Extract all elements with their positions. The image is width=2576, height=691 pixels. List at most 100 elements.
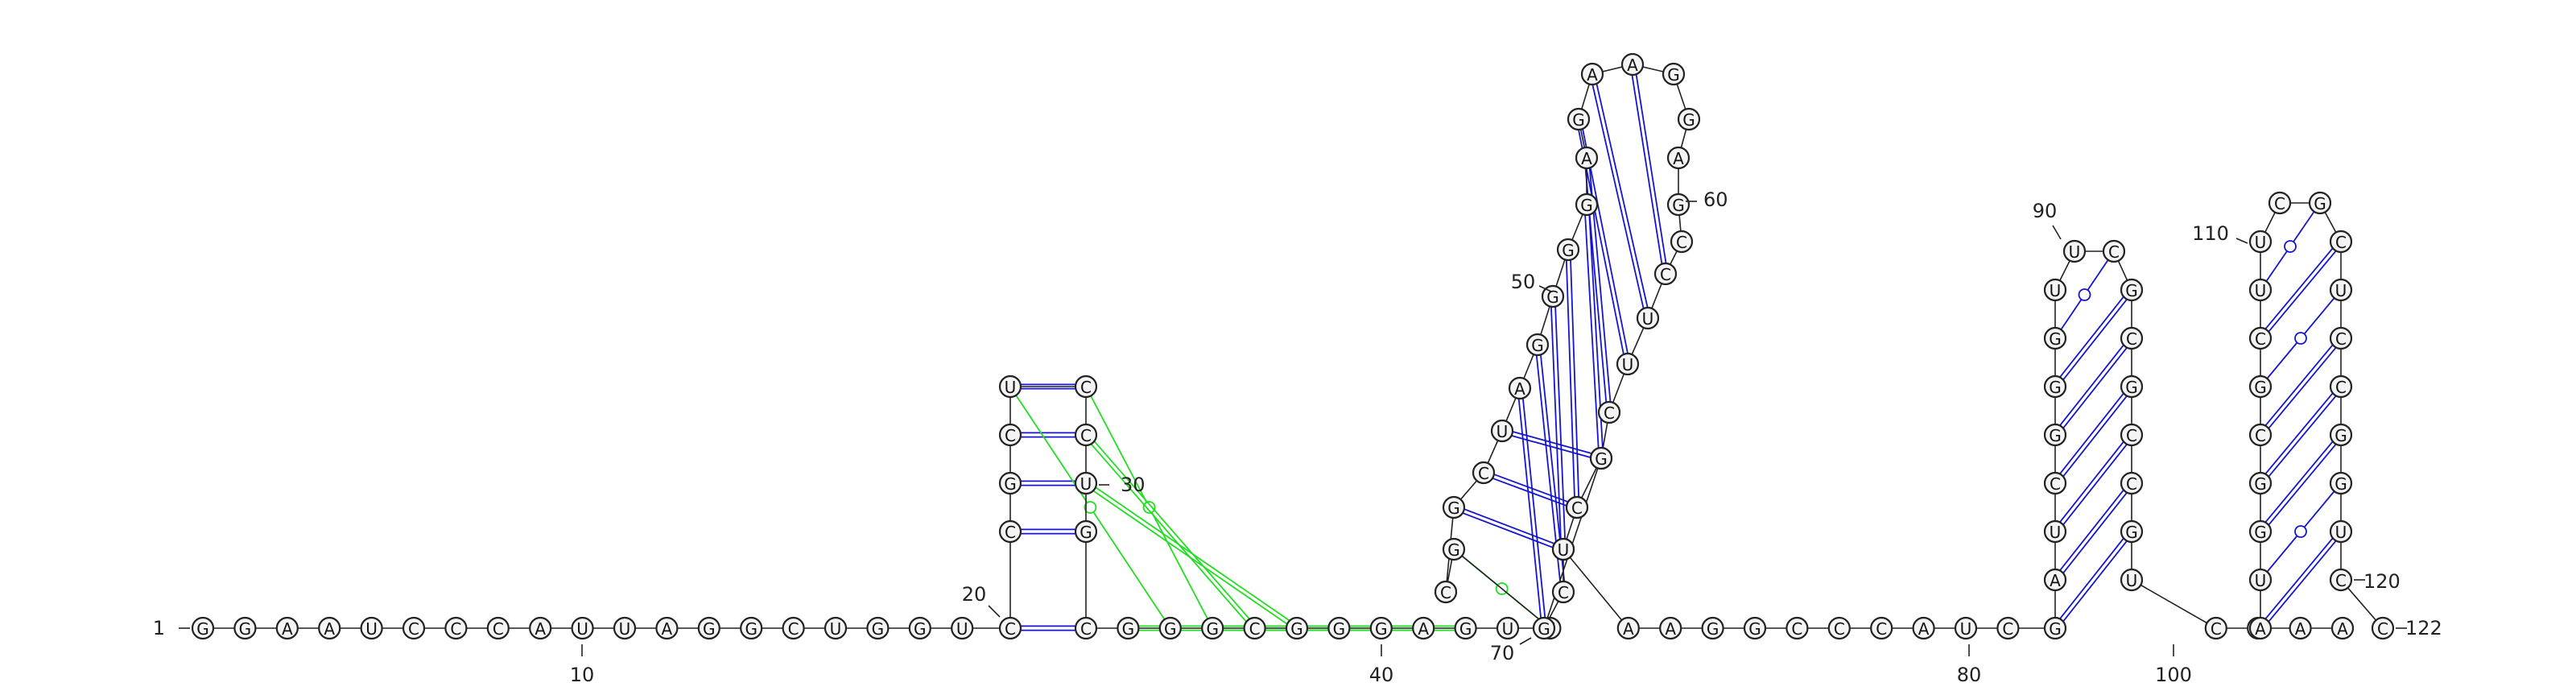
nucleotide: G — [1743, 616, 1767, 640]
nucleotide-circle — [2043, 423, 2067, 447]
nucleotide-letter: G — [1333, 619, 1346, 639]
wobble-pair-marker — [2078, 288, 2091, 301]
nucleotide: U — [2062, 239, 2087, 263]
nucleotide-letter: G — [2254, 474, 2267, 494]
nucleotide: C — [2329, 568, 2353, 592]
nucleotide-letter: C — [1249, 619, 1261, 639]
position-tick — [2235, 238, 2248, 244]
nucleotide-circle — [998, 519, 1022, 544]
nucleotide-circle — [275, 616, 299, 640]
base-pair-line — [1517, 399, 1542, 619]
position-label: 40 — [1369, 664, 1394, 686]
nucleotide-letter: G — [1004, 474, 1017, 494]
nucleotide-letter: A — [2295, 619, 2306, 639]
nucleotide-circle — [1616, 352, 1640, 376]
nucleotide-circle — [1670, 230, 1694, 254]
nucleotide-letter: G — [2334, 426, 2347, 445]
nucleotide-circle — [2043, 568, 2067, 592]
nucleotide: A — [2330, 616, 2355, 640]
nucleotide: U — [1636, 306, 1660, 330]
position-tick — [988, 605, 1001, 618]
base-pair-line — [2264, 247, 2334, 329]
nucleotide-circle — [1454, 616, 1477, 640]
nucleotide-circle — [360, 616, 383, 640]
nucleotide-letter: U — [2050, 523, 2062, 542]
nucleotide: G — [998, 471, 1022, 495]
nucleotide-circle — [1285, 616, 1309, 640]
position-label: 100 — [2155, 664, 2192, 686]
base-pair-line — [2059, 538, 2124, 619]
nucleotide-letter: G — [1531, 336, 1544, 355]
nucleotide: C — [1670, 230, 1694, 254]
nucleotide-letter: C — [1876, 619, 1887, 639]
nucleotide-circle — [2120, 568, 2144, 592]
nucleotide-letter: G — [1672, 196, 1685, 215]
base-pair-line — [2268, 347, 2337, 429]
base-pair-line — [2264, 344, 2334, 426]
nucleotide-letter: A — [1918, 619, 1930, 639]
nucleotide: G — [2043, 374, 2067, 399]
nucleotide-circle — [1666, 192, 1690, 217]
nucleotide-circle — [1556, 238, 1580, 262]
nucleotide-letter: G — [1580, 196, 1593, 215]
nucleotide-letter: G — [703, 619, 716, 639]
nucleotide-circle — [1158, 616, 1182, 640]
nucleotide-letter: C — [1005, 426, 1016, 445]
nucleotide-circle — [2102, 239, 2126, 263]
nucleotide: G — [740, 616, 763, 640]
nucleotide: G — [1369, 616, 1393, 640]
nucleotide-letter: A — [1623, 619, 1634, 639]
nucleotide: G — [1556, 238, 1580, 262]
nucleotide-letter: C — [1676, 233, 1687, 252]
nucleotide: C — [1434, 580, 1458, 604]
nucleotide-letter: U — [1622, 355, 1634, 374]
nucleotide: C — [2043, 471, 2067, 495]
nucleotide-letter: C — [1660, 265, 1671, 284]
nucleotide: C — [1653, 262, 1678, 286]
base-pair-line — [2062, 347, 2128, 428]
nucleotide-circle — [2289, 616, 2312, 640]
nucleotide-letter: A — [662, 619, 673, 639]
nucleotide-letter: C — [1604, 403, 1615, 423]
nucleotide-circle — [1243, 616, 1266, 640]
nucleotide-circle — [1074, 374, 1098, 399]
nucleotide-letter: G — [1290, 619, 1303, 639]
nucleotide: A — [2043, 568, 2067, 592]
nucleotide-letter: A — [1418, 619, 1429, 639]
nucleotide-circle — [1074, 519, 1098, 544]
nucleotide-circle — [2043, 471, 2067, 495]
base-pair-line — [2264, 392, 2334, 474]
nucleotide-letter: A — [1665, 619, 1676, 639]
base-pair-line — [2268, 395, 2337, 478]
nucleotide-circle — [2043, 519, 2067, 544]
nucleotide-circle — [1074, 616, 1098, 640]
nucleotide-circle — [1074, 471, 1098, 495]
nucleotide-circle — [998, 471, 1022, 495]
nucleotide-letter: A — [2255, 619, 2266, 639]
base-pair-line — [2059, 393, 2124, 474]
nucleotide-circle — [1653, 262, 1678, 286]
nucleotide-letter: G — [1459, 619, 1472, 639]
nucleotide-circle — [2120, 471, 2144, 495]
nucleotide-circle — [529, 616, 552, 640]
nucleotide-circle — [2120, 423, 2144, 447]
position-tick — [2052, 225, 2062, 240]
nucleotide: C — [1243, 616, 1266, 640]
base-pair-line — [2062, 492, 2128, 573]
nucleotide-circle — [2248, 278, 2273, 302]
nucleotide-letter: G — [1748, 619, 1761, 639]
wobble-pair-marker — [1084, 501, 1097, 514]
nucleotide: U — [2248, 230, 2273, 254]
nucleotide-letter: C — [2108, 242, 2120, 262]
nucleotide: G — [1201, 616, 1224, 640]
nucleotide-letter: G — [239, 619, 252, 639]
nucleotide: C — [998, 423, 1022, 447]
nucleotide: C — [998, 519, 1022, 544]
nucleotide-circle — [1412, 616, 1435, 640]
nucleotide-circle — [1743, 616, 1767, 640]
position-label: 50 — [1511, 271, 1536, 293]
nucleotide-circle — [2120, 326, 2144, 350]
position-label: 70 — [1490, 642, 1515, 664]
nucleotide-letter: U — [1005, 378, 1017, 397]
